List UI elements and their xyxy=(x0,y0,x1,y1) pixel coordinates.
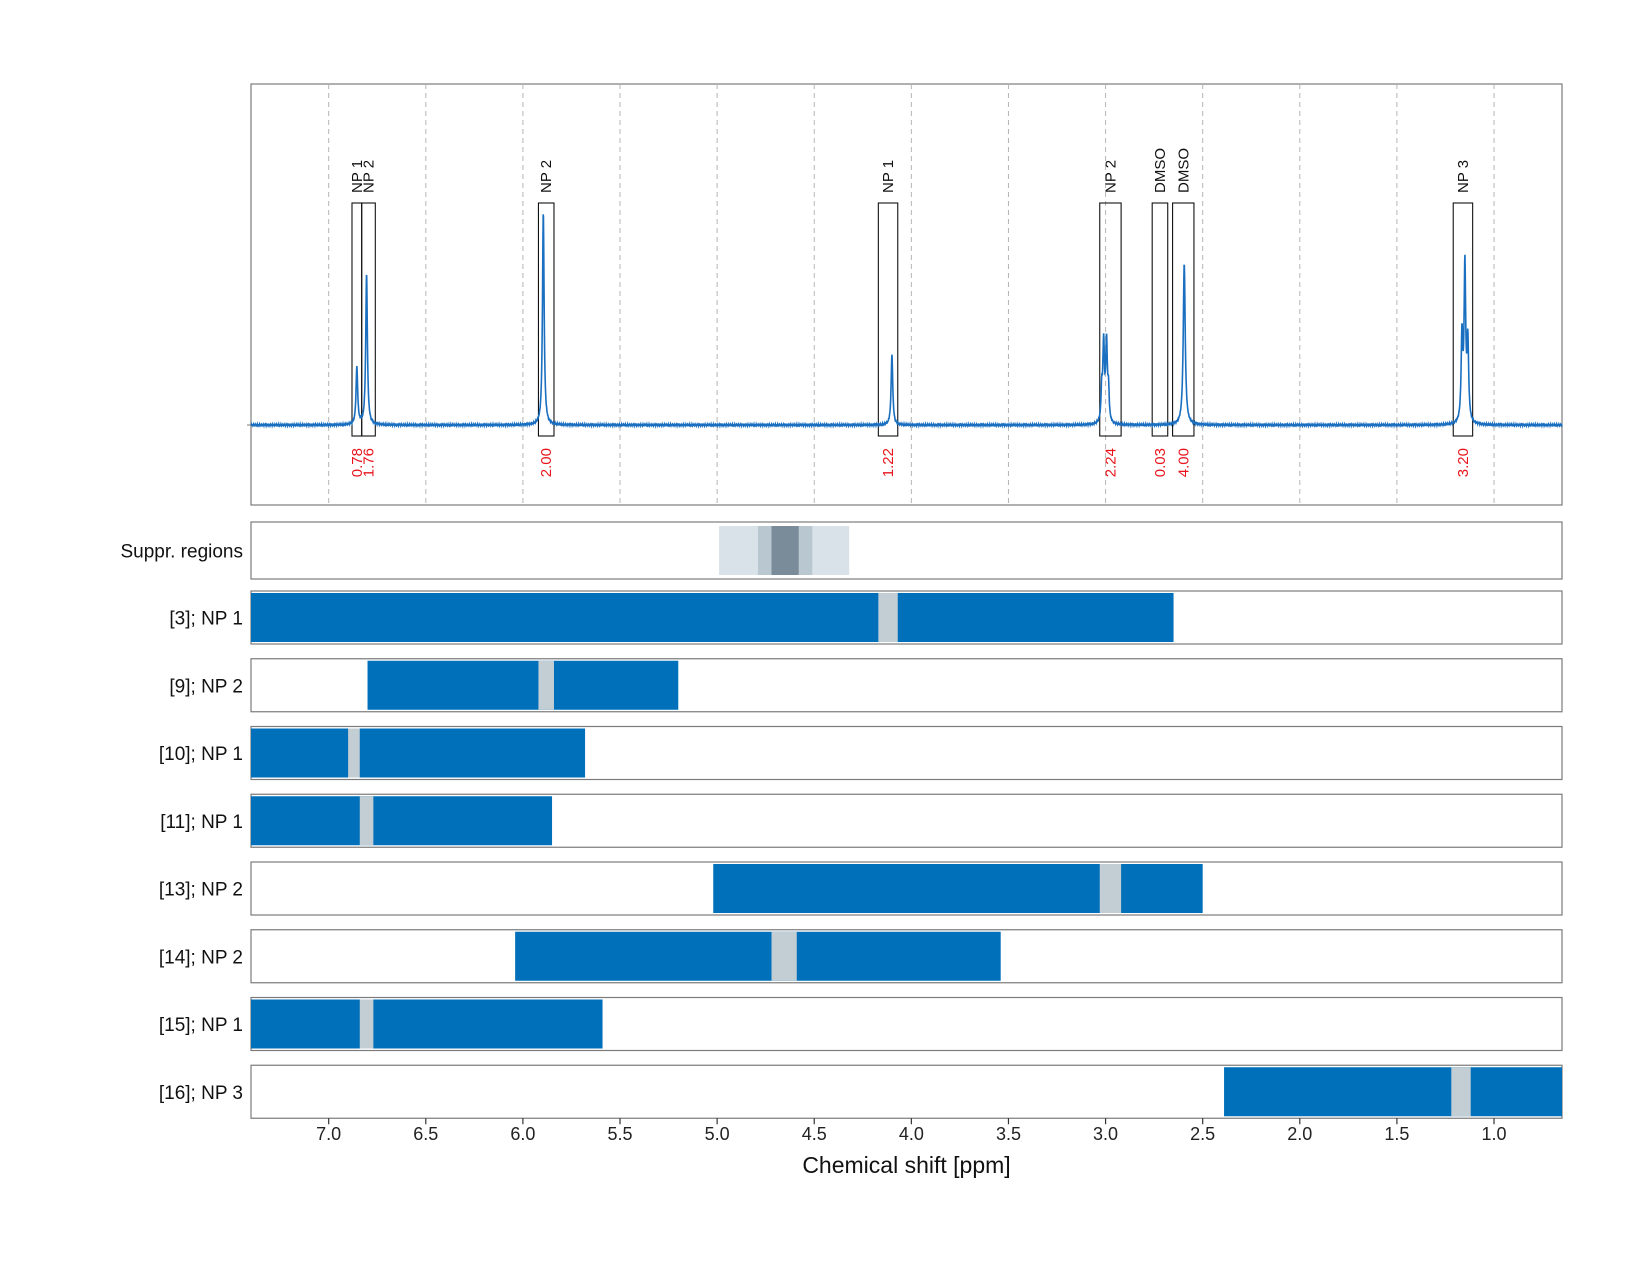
x-tick-label: 4.0 xyxy=(899,1124,924,1144)
track-label: [15]; NP 1 xyxy=(159,1015,243,1036)
peak-gap-marker xyxy=(1451,1067,1471,1117)
peak-gap-marker xyxy=(771,931,797,981)
peak-region-label: NP 1 xyxy=(349,160,366,193)
peak-region-label: DMSO xyxy=(1175,148,1192,193)
integral-label: 4.00 xyxy=(1175,448,1192,477)
x-tick-label: 1.5 xyxy=(1384,1124,1409,1144)
track: [9]; NP 2 xyxy=(169,658,1563,713)
track: [3]; NP 1 xyxy=(169,590,1563,645)
reference-bar xyxy=(515,931,1001,981)
x-tick-label: 1.0 xyxy=(1482,1124,1507,1144)
reference-tracks: [3]; NP 1 [9]; NP 2 [10]; NP 1 [11]; NP 1 [1… xyxy=(159,590,1563,1119)
track: [11]; NP 1 xyxy=(160,793,1563,848)
x-tick-label: 2.5 xyxy=(1190,1124,1215,1144)
x-axis-title: Chemical shift [ppm] xyxy=(802,1152,1010,1178)
track: [15]; NP 1 xyxy=(159,996,1563,1052)
integral-label: 3.20 xyxy=(1455,448,1472,477)
suppression-band xyxy=(771,526,799,575)
peak-region-label: DMSO xyxy=(1152,148,1169,193)
peak-gap-marker xyxy=(359,796,374,846)
peak-region-box xyxy=(351,202,363,437)
reference-bar xyxy=(251,593,1174,642)
track: [13]; NP 2 xyxy=(159,861,1563,916)
track: [10]; NP 1 xyxy=(159,725,1563,781)
peak-gap-marker xyxy=(538,660,554,710)
suppr-regions-label: Suppr. regions xyxy=(120,542,243,563)
integral-label: 1.76 xyxy=(361,448,378,477)
x-tick-label: 3.0 xyxy=(1093,1124,1118,1144)
peak-region-label: NP 3 xyxy=(1455,160,1472,193)
track: [16]; NP 3 xyxy=(159,1064,1563,1119)
track-label: [10]; NP 1 xyxy=(159,744,243,765)
track-label: [9]; NP 2 xyxy=(169,676,243,697)
x-tick-label: 6.0 xyxy=(510,1124,535,1144)
peak-region-label: NP 2 xyxy=(361,160,378,193)
reference-bar xyxy=(1224,1067,1562,1117)
x-tick-label: 3.5 xyxy=(996,1124,1021,1144)
x-tick-label: 5.0 xyxy=(705,1124,730,1144)
track-label: [14]; NP 2 xyxy=(159,947,243,968)
reference-bar xyxy=(251,796,553,846)
reference-bar xyxy=(713,864,1203,913)
peak-region-box xyxy=(1172,202,1195,437)
peak-region-box xyxy=(1099,202,1122,437)
integral-label: 2.24 xyxy=(1102,448,1119,477)
track: [14]; NP 2 xyxy=(159,929,1563,984)
peak-region-label: NP 2 xyxy=(1102,160,1119,193)
peak-region-box xyxy=(1452,202,1474,437)
track-label: [16]; NP 3 xyxy=(159,1083,243,1104)
track-label: [13]; NP 2 xyxy=(159,880,243,901)
integral-label: 0.03 xyxy=(1152,448,1169,477)
peak-region-box xyxy=(537,202,555,437)
integral-label: 0.78 xyxy=(349,448,366,477)
suppr-frame xyxy=(250,521,1563,580)
x-tick-label: 5.5 xyxy=(608,1124,633,1144)
spectrum-frame xyxy=(250,83,1563,506)
reference-bar xyxy=(251,999,603,1049)
spectrum-line xyxy=(250,214,1563,429)
x-tick-label: 7.0 xyxy=(316,1124,341,1144)
peak-region-box xyxy=(1151,202,1169,437)
x-tick-label: 2.0 xyxy=(1287,1124,1312,1144)
track-label: [3]; NP 1 xyxy=(169,609,243,630)
reference-bar xyxy=(367,660,679,710)
peak-gap-marker xyxy=(348,728,360,778)
x-axis: 7.0 6.5 6.0 5.5 5.0 4.5 4.0 3.5 3.0 2.5 2.0 1.5 1.0 xyxy=(316,1118,1507,1144)
peak-gap-marker xyxy=(1099,864,1122,913)
spectrum-panel: NP 1 0.78 NP 2 1.76 NP 2 2.00 NP 1 1.22 NP 2 2.24… xyxy=(247,83,1563,506)
integral-label: 2.00 xyxy=(538,448,555,477)
track-label: [11]; NP 1 xyxy=(160,812,243,833)
x-tick-label: 6.5 xyxy=(413,1124,438,1144)
peak-region-box xyxy=(361,202,376,437)
peak-gap-marker xyxy=(359,999,374,1049)
integral-label: 1.22 xyxy=(880,448,897,477)
peak-region-box xyxy=(877,202,899,437)
peak-region-label: NP 1 xyxy=(880,160,897,193)
x-tick-label: 4.5 xyxy=(802,1124,827,1144)
peak-region-label: NP 2 xyxy=(538,160,555,193)
reference-bar xyxy=(251,728,586,778)
peak-gap-marker xyxy=(878,593,898,642)
suppression-regions-panel: Suppr. regions xyxy=(120,521,1563,580)
